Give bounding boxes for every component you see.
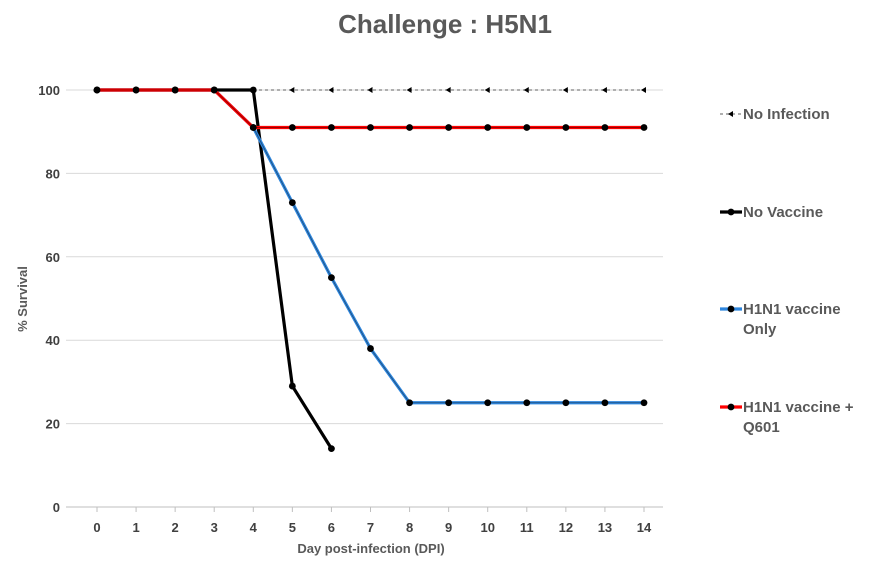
legend-label: H1N1 vaccine — [743, 301, 841, 318]
x-tick-label: 0 — [93, 520, 100, 535]
legend-label: No Vaccine — [743, 204, 823, 221]
data-point — [288, 199, 296, 206]
x-tick-label: 1 — [132, 520, 139, 535]
data-point — [484, 124, 492, 131]
x-tick-label: 4 — [250, 520, 258, 535]
data-point — [328, 274, 335, 282]
data-point — [484, 87, 490, 93]
data-point — [562, 399, 570, 407]
series-line-core — [97, 89, 644, 128]
x-tick-label: 13 — [598, 520, 612, 535]
series-line-core — [97, 89, 644, 404]
data-point — [367, 87, 373, 93]
x-tick-label: 2 — [172, 520, 179, 535]
data-point — [406, 124, 413, 131]
data-point — [523, 87, 529, 93]
data-point — [249, 86, 257, 94]
legend-item: H1N1 vaccine Only — [720, 301, 841, 338]
series-line — [97, 88, 333, 450]
data-point — [406, 87, 412, 93]
y-tick-label: 80 — [46, 166, 60, 181]
x-tick-label: 11 — [520, 520, 534, 535]
data-point — [288, 382, 296, 390]
legend-label: H1N1 vaccine + — [743, 399, 854, 416]
data-point — [328, 445, 335, 453]
x-tick-label: 8 — [406, 520, 413, 535]
series-lines — [93, 86, 648, 453]
legend-marker — [727, 208, 735, 216]
data-point — [445, 124, 453, 131]
series-h1n1-vaccine-q601 — [93, 86, 648, 131]
y-tick-label: 100 — [38, 83, 60, 98]
data-point — [640, 399, 648, 407]
data-point — [640, 124, 648, 131]
data-point — [132, 86, 140, 94]
x-tick-label: 6 — [328, 520, 335, 535]
legend-label: No Infection — [743, 106, 830, 123]
data-point — [562, 87, 568, 93]
legend-item: No Infection — [720, 106, 830, 123]
series-line — [97, 88, 644, 130]
x-tick-label: 5 — [289, 520, 296, 535]
y-tick-label: 40 — [46, 333, 60, 348]
data-point — [210, 86, 218, 94]
y-tick-labels: 0 20 40 60 80 100 — [38, 83, 60, 515]
y-tick-label: 0 — [53, 500, 60, 515]
x-tick-label: 3 — [211, 520, 218, 535]
data-point — [641, 87, 646, 93]
chart-title: Challenge : H5N1 — [338, 9, 552, 39]
data-point — [562, 124, 570, 131]
legend-marker — [727, 305, 735, 313]
data-point — [289, 87, 295, 93]
axes — [66, 506, 663, 512]
legend-marker — [728, 111, 733, 117]
data-point — [523, 399, 531, 407]
series-h1n1-vaccine-only — [93, 86, 648, 407]
legend-item: No Vaccine — [720, 204, 823, 221]
data-point — [601, 87, 607, 93]
legend-item: H1N1 vaccine + Q601 — [720, 399, 854, 436]
x-tick-labels: 0 1 2 3 4 5 6 7 8 9 10 11 12 13 14 — [93, 520, 652, 535]
data-point — [367, 124, 374, 131]
data-point — [406, 399, 413, 407]
y-axis-label: % Survival — [15, 266, 30, 332]
data-point — [171, 86, 179, 94]
data-point — [601, 399, 609, 407]
y-tick-label: 60 — [46, 250, 60, 265]
x-tick-label: 12 — [559, 520, 573, 535]
data-point — [249, 124, 257, 131]
x-tick-label: 7 — [367, 520, 374, 535]
series-no-vaccine — [93, 86, 335, 453]
gridlines — [66, 89, 663, 425]
data-point — [484, 399, 492, 407]
legend-label: Q601 — [743, 419, 780, 436]
x-tick-label: 10 — [480, 520, 494, 535]
data-point — [288, 124, 296, 131]
legend-label: Only — [743, 321, 777, 338]
y-tick-label: 20 — [46, 417, 60, 432]
data-point — [328, 87, 334, 93]
data-point — [445, 399, 453, 407]
legend-marker — [727, 403, 735, 411]
data-point — [367, 345, 374, 352]
data-point — [601, 124, 609, 131]
series-line — [97, 88, 644, 405]
data-point — [445, 87, 451, 93]
x-tick-label: 14 — [637, 520, 652, 535]
x-axis-label: Day post-infection (DPI) — [297, 541, 444, 556]
data-point — [93, 86, 101, 94]
data-point — [523, 124, 531, 131]
x-tick-label: 9 — [445, 520, 452, 535]
data-point — [328, 124, 335, 131]
